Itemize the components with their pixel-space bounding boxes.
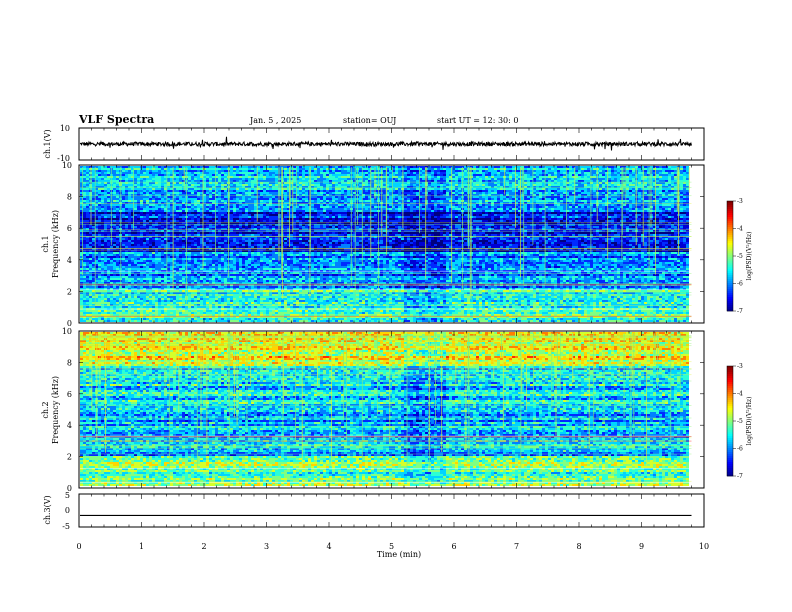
colorbar-tick-label: -3 (737, 363, 743, 370)
ch1-ylabel-channel: ch.1 (41, 235, 50, 252)
ch2-colorbar-label: log(PSD)(V²/Hz) (746, 397, 753, 446)
ch1-ylabel-frequency: Frequency (kHz) (51, 210, 60, 278)
ch2-ylabel-channel: ch.2 (41, 401, 50, 418)
ch2-ylabel-frequency: Frequency (kHz) (51, 376, 60, 444)
colorbar-tick-label: -7 (737, 308, 743, 315)
x-tick-label: 1 (139, 542, 144, 551)
ch1-waveform-trace (80, 137, 692, 151)
y-tick-label: 4 (67, 421, 72, 430)
ch1-ytick-top: 10 (60, 124, 70, 133)
x-tick-label: 4 (326, 542, 331, 551)
ch1-colorbar-label: log(PSD)(V²/Hz) (746, 232, 753, 281)
colorbar-tick-label: -5 (737, 418, 743, 425)
ch1-colorbar: -3 -4 -5 -6 -7 log(PSD)(V²/Hz) (727, 198, 753, 315)
x-axis-label: Time (min) (377, 550, 421, 559)
figure-title: VLF Spectra (78, 113, 154, 126)
colorbar-tick-label: -5 (737, 253, 743, 260)
y-tick-label: 8 (67, 358, 72, 367)
y-tick-label: 6 (67, 224, 72, 233)
ch3-ytick-bottom: -5 (62, 522, 70, 531)
y-tick-label: 10 (62, 161, 72, 170)
ch3-ytick-top: 5 (65, 491, 70, 500)
ch2-spectrogram-heatmap (80, 332, 692, 486)
ch3-ylabel: ch.3(V) (43, 495, 52, 524)
ch3-waveform-panel: 5 0 -5 ch.3(V) (43, 491, 704, 531)
ch1-spectrogram-heatmap (80, 166, 692, 322)
x-tick-label: 9 (639, 542, 644, 551)
date-label: Jan. 5 , 2025 (249, 116, 301, 125)
ch3-ytick-mid: 0 (65, 506, 70, 515)
x-tick-label: 7 (514, 542, 519, 551)
y-tick-label: 2 (67, 453, 72, 462)
x-tick-label: 3 (264, 542, 269, 551)
start-time-label: start UT = 12: 30: 0 (437, 116, 518, 125)
y-tick-label: 2 (67, 287, 72, 296)
colorbar-tick-label: -4 (737, 226, 743, 233)
station-label: station= OUJ (343, 116, 396, 125)
y-tick-label: 4 (67, 256, 72, 265)
y-tick-label: 8 (67, 193, 72, 202)
x-tick-label: 2 (201, 542, 206, 551)
y-tick-label: 6 (67, 390, 72, 399)
ch2-colorbar: -3 -4 -5 -6 -7 log(PSD)(V²/Hz) (727, 363, 753, 480)
x-tick-label: 6 (451, 542, 456, 551)
colorbar-tick-label: -7 (737, 473, 743, 480)
ch1-ylabel: ch.1(V) (43, 129, 52, 158)
colorbar-tick-label: -3 (737, 198, 743, 205)
colorbar-tick-label: -6 (737, 446, 743, 453)
vlf-spectra-figure: VLF Spectra Jan. 5 , 2025 station= OUJ s… (0, 0, 792, 612)
colorbar-tick-label: -6 (737, 281, 743, 288)
colorbar-tick-label: -4 (737, 391, 743, 398)
x-tick-label: 0 (76, 542, 81, 551)
y-tick-label: 10 (62, 327, 72, 336)
x-tick-label: 10 (699, 542, 709, 551)
x-tick-label: 8 (576, 542, 581, 551)
ch1-waveform-panel: 10 -10 ch.1(V) (43, 124, 704, 163)
